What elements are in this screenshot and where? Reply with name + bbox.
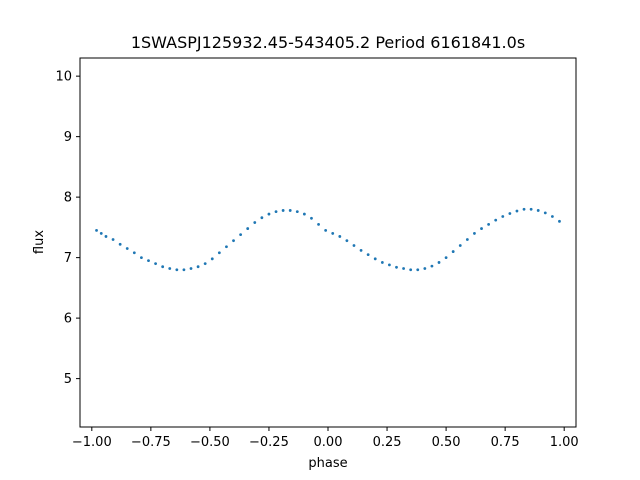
x-tick-label: 1.00 — [550, 435, 579, 450]
data-point — [416, 268, 420, 272]
data-point — [345, 239, 349, 243]
x-tick-label: −0.50 — [190, 435, 230, 450]
y-tick-label: 8 — [64, 191, 72, 206]
data-point — [423, 267, 427, 270]
y-tick-label: 7 — [64, 251, 72, 266]
data-point — [232, 239, 235, 243]
chart-title: 1SWASPJ125932.45-543405.2 Period 6161841… — [131, 33, 525, 52]
x-tick-label: −0.75 — [131, 435, 171, 450]
x-tick-label: 0.75 — [491, 435, 520, 450]
data-point — [274, 210, 278, 214]
data-point — [246, 227, 250, 230]
data-point — [140, 256, 143, 260]
data-point — [352, 244, 356, 247]
y-axis: 5 6 7 8 9 10 — [55, 70, 80, 387]
data-point — [388, 263, 391, 267]
data-point — [494, 218, 498, 222]
data-point — [260, 216, 264, 220]
data-point — [196, 265, 200, 269]
data-point — [99, 232, 103, 235]
data-point — [239, 233, 243, 237]
data-point — [210, 257, 214, 261]
y-axis-label: flux — [32, 230, 47, 254]
data-point — [217, 251, 221, 255]
data-point — [267, 212, 271, 216]
data-point — [558, 219, 561, 223]
data-point — [324, 229, 328, 232]
data-point — [154, 262, 157, 266]
data-point — [522, 207, 526, 211]
data-point — [529, 207, 533, 211]
data-point — [373, 257, 377, 261]
y-tick-label: 9 — [64, 130, 72, 145]
data-point — [203, 262, 207, 266]
data-point — [543, 211, 547, 215]
y-tick-label: 10 — [55, 70, 72, 85]
data-point — [147, 259, 150, 263]
data-point — [331, 232, 335, 235]
data-point — [189, 267, 193, 270]
data-point — [118, 242, 122, 246]
data-point — [302, 212, 306, 216]
data-point — [338, 235, 342, 238]
data-point — [317, 222, 320, 226]
data-point — [409, 268, 413, 272]
x-axis: −1.00 −0.75 −0.50 −0.25 0.00 0.25 0.50 0.75 1.00 — [72, 427, 579, 450]
data-point — [168, 267, 172, 270]
data-point — [508, 212, 512, 215]
data-point — [359, 248, 363, 252]
data-point — [104, 235, 108, 238]
data-point — [536, 209, 540, 212]
data-point — [402, 267, 405, 270]
data-point — [295, 210, 299, 214]
x-axis-label: phase — [308, 456, 347, 471]
x-tick-label: 0.00 — [314, 435, 343, 450]
data-point — [95, 229, 98, 232]
data-point — [458, 244, 462, 247]
data-point — [437, 261, 441, 264]
x-tick-label: −0.25 — [249, 435, 289, 450]
data-point — [380, 261, 384, 264]
x-tick-label: 0.50 — [432, 435, 461, 450]
data-point — [465, 238, 469, 241]
data-point — [473, 232, 476, 235]
x-tick-label: −1.00 — [72, 435, 112, 450]
data-point — [125, 247, 129, 250]
y-tick-label: 5 — [64, 372, 72, 387]
data-point — [132, 251, 136, 255]
data-point — [310, 216, 313, 220]
data-point — [480, 227, 483, 230]
data-point — [515, 209, 519, 213]
data-point — [366, 253, 370, 256]
data-point — [281, 209, 285, 212]
data-point — [395, 265, 398, 269]
data-point — [161, 265, 165, 269]
data-point — [182, 268, 186, 272]
data-point — [550, 215, 554, 218]
data-point — [175, 268, 179, 272]
data-point — [451, 250, 455, 253]
data-point — [225, 245, 228, 249]
data-point — [501, 215, 505, 218]
x-tick-label: 0.25 — [373, 435, 402, 450]
data-point — [111, 238, 115, 241]
data-point — [487, 222, 491, 226]
data-point — [430, 264, 434, 268]
data-points — [95, 207, 561, 272]
y-tick-label: 6 — [64, 312, 72, 327]
data-point — [253, 221, 257, 224]
data-point — [444, 256, 448, 260]
data-point — [288, 209, 292, 212]
